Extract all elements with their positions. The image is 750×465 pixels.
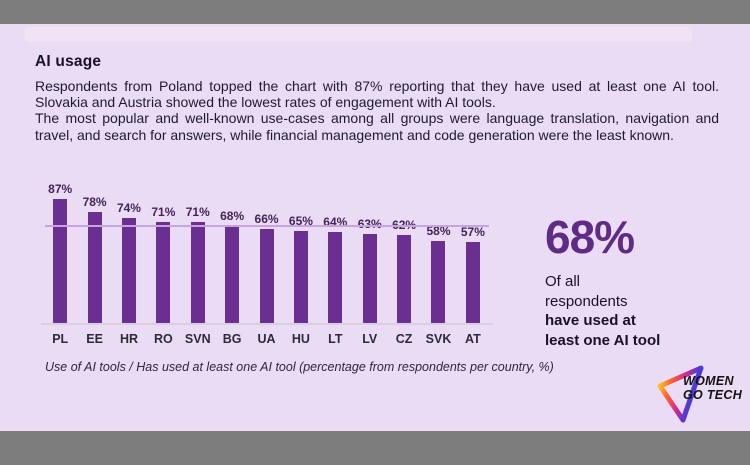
bar-column-RO: 71% <box>146 205 180 323</box>
bar-value-label: 71% <box>185 205 210 219</box>
bar-SVK <box>431 241 446 323</box>
bar-column-SVK: 58% <box>421 224 455 323</box>
country-label-HU: HU <box>291 331 310 346</box>
top-highlight-strip <box>25 27 692 42</box>
paragraph-poland-stat: Respondents from Poland topped the chart… <box>35 78 719 111</box>
country-label-SVN: SVN <box>184 331 211 346</box>
logo-word-gotech: GO TECH <box>683 387 743 402</box>
country-label-RO: RO <box>153 331 173 346</box>
country-label-HR: HR <box>119 331 138 346</box>
logo-wordmark: WOMEN GO TECH <box>683 374 743 402</box>
bar-LV <box>362 234 377 323</box>
country-label-BG: BG <box>222 331 242 346</box>
average-reference-line <box>45 225 489 227</box>
logo-word-women: WOMEN <box>683 374 734 388</box>
bar-SVN <box>190 222 205 323</box>
bar-AT <box>465 242 480 323</box>
bar-LT <box>328 232 343 323</box>
bar-HU <box>293 231 308 323</box>
country-label-PL: PL <box>52 331 69 346</box>
highlight-stat: 68% Of all respondents have used at leas… <box>545 214 675 350</box>
bar-value-label: 71% <box>151 205 176 219</box>
page-title: AI usage <box>35 53 102 70</box>
stat-line-3: have used at <box>545 312 636 329</box>
bar-column-PL: 87% <box>43 182 77 323</box>
country-axis-labels: PL EE HR RO SVN BG UA HU LT LV CZ SVK AT <box>43 332 491 346</box>
bar-column-EE: 78% <box>77 195 111 323</box>
stat-line-2: respondents <box>545 292 628 310</box>
women-go-tech-logo: WOMEN GO TECH <box>655 362 745 426</box>
bar-value-label: 65% <box>288 214 313 228</box>
paragraph-use-cases: The most popular and well-known use-case… <box>35 110 719 143</box>
letterbox-top <box>0 0 750 24</box>
country-label-LT: LT <box>328 331 343 346</box>
stat-line-4: least one AI tool <box>545 331 661 349</box>
bar-HR <box>121 218 136 323</box>
bar-chart: 87%78%74%71%71%68%66%65%64%63%62%58%57% … <box>41 179 493 346</box>
bar-value-label: 63% <box>357 217 382 231</box>
stat-line-1: Of all <box>545 273 581 290</box>
bar-BG <box>225 226 240 323</box>
country-label-SVK: SVK <box>425 331 452 346</box>
bar-value-label: 74% <box>116 201 141 215</box>
intro-paragraphs: Respondents from Poland topped the chart… <box>35 78 719 143</box>
stat-description: Of all respondents have used at least on… <box>545 272 675 350</box>
bar-column-SVN: 71% <box>181 205 215 323</box>
letterbox-bottom <box>0 431 750 465</box>
x-axis-line <box>41 323 493 325</box>
bar-value-label: 66% <box>254 212 279 226</box>
bar-column-HR: 74% <box>112 201 146 323</box>
bar-PL <box>53 199 68 323</box>
bar-chart-plot: 87% 78% 74% 71% 71% 68% 66% 65% 64% 63% 62% 58% 57% <box>43 179 491 323</box>
bar-column-LT: 64% <box>318 215 352 323</box>
country-label-CZ: CZ <box>395 331 413 346</box>
bar-CZ <box>397 235 412 323</box>
bar-value-label: 68% <box>220 209 245 223</box>
bar-column-HU: 65% <box>284 214 318 323</box>
bar-column-AT: 57% <box>456 225 490 323</box>
country-label-EE: EE <box>86 331 103 346</box>
slide-body: AI usage Respondents from Poland topped … <box>0 24 750 431</box>
chart-caption: Use of AI tools / Has used at least one … <box>45 360 554 374</box>
bar-column-LV: 63% <box>353 217 387 323</box>
bar-column-CZ: 62% <box>387 218 421 323</box>
bar-column-UA: 66% <box>249 212 283 323</box>
bar-value-label: 78% <box>82 195 107 209</box>
bar-column-BG: 68% <box>215 209 249 323</box>
country-label-LV: LV <box>362 331 378 346</box>
bar-UA <box>259 229 274 323</box>
logo-triangle-icon <box>657 365 704 423</box>
stat-value: 68% <box>545 211 635 263</box>
bar-value-label: 58% <box>426 224 451 238</box>
country-label-UA: UA <box>257 331 276 346</box>
bar-value-label: 87% <box>48 182 73 196</box>
country-label-AT: AT <box>465 331 481 346</box>
bar-RO <box>156 222 171 323</box>
bar-value-label: 57% <box>460 225 485 239</box>
bar-EE <box>87 212 102 323</box>
